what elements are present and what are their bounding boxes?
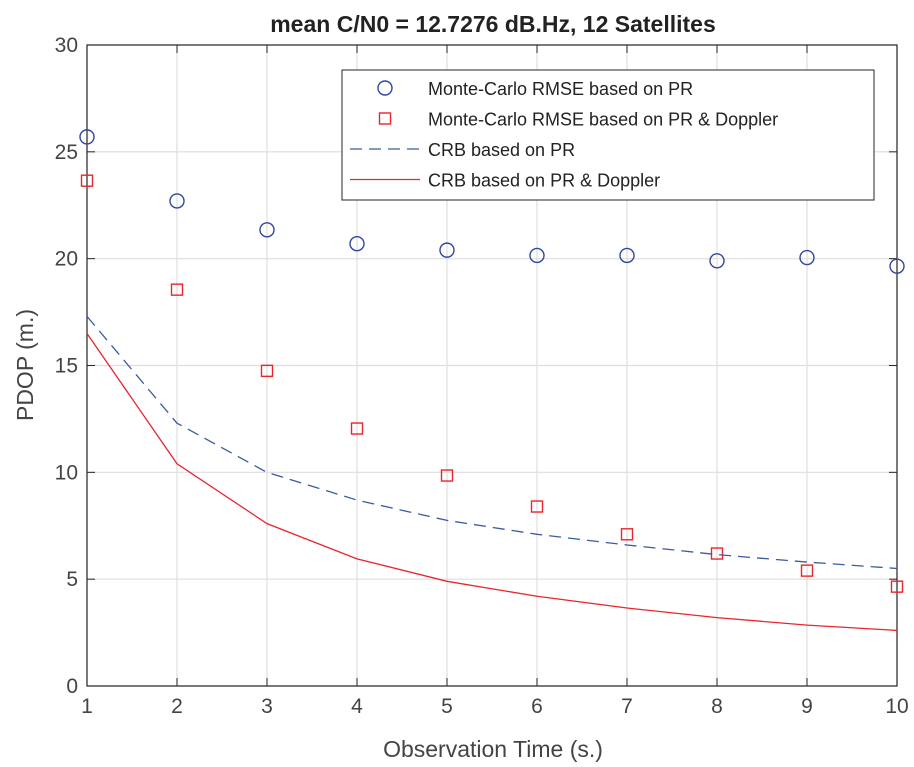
chart-title: mean C/N0 = 12.7276 dB.Hz, 12 Satellites — [270, 11, 716, 37]
legend-circle-icon — [377, 80, 393, 96]
circle-marker — [79, 129, 95, 145]
y-tick-label: 20 — [55, 248, 78, 271]
series-2 — [80, 174, 904, 593]
series-4 — [86, 333, 898, 632]
square-marker — [260, 364, 274, 378]
square-marker — [800, 564, 814, 577]
x-tick-label: 9 — [801, 695, 813, 718]
x-tick-label: 1 — [81, 695, 93, 718]
x-tick-label: 7 — [621, 695, 633, 718]
square-marker — [620, 528, 634, 541]
x-tick-label: 10 — [885, 695, 908, 718]
axes: 1 2 3 4 5 6 7 8 9 10 0 5 10 15 20 25 30 — [55, 34, 909, 718]
square-marker — [170, 283, 184, 296]
circle-marker — [799, 249, 815, 266]
series-3 — [86, 315, 898, 570]
circle-marker — [889, 258, 905, 274]
y-tick-label: 15 — [55, 355, 78, 378]
square-marker — [890, 580, 904, 593]
circle-marker — [439, 242, 455, 258]
x-tick-label: 8 — [711, 695, 723, 718]
legend-label: Monte-Carlo RMSE based on PR & Doppler — [428, 110, 778, 130]
x-tick-label: 2 — [171, 695, 183, 718]
data-series — [79, 129, 905, 632]
legend-label: Monte-Carlo RMSE based on PR — [428, 79, 693, 99]
x-tick-label: 3 — [261, 695, 273, 718]
square-marker — [530, 500, 544, 513]
circle-marker — [169, 193, 185, 209]
circle-marker — [259, 222, 275, 238]
y-tick-label: 25 — [55, 141, 78, 164]
legend-box — [341, 69, 875, 201]
y-axis-label: PDOP (m.) — [12, 309, 38, 421]
x-tick-label: 6 — [531, 695, 543, 718]
square-marker — [350, 422, 364, 435]
series-line — [86, 315, 898, 570]
circle-marker — [529, 247, 545, 264]
circle-marker — [619, 247, 635, 264]
x-axis-label: Observation Time (s.) — [383, 736, 603, 762]
y-tick-label: 30 — [55, 34, 78, 57]
legend: Monte-Carlo RMSE based on PR Monte-Carlo … — [341, 69, 875, 201]
legend-label: CRB based on PR — [428, 140, 575, 160]
circle-marker — [349, 236, 365, 252]
y-tick-label: 0 — [66, 675, 78, 698]
square-marker — [440, 469, 454, 482]
circle-marker — [709, 253, 725, 269]
legend-square-icon — [378, 112, 392, 125]
y-tick-label: 10 — [55, 461, 78, 484]
square-marker — [80, 174, 94, 187]
series-line — [86, 333, 898, 632]
x-tick-label: 5 — [441, 695, 453, 718]
series-1 — [79, 129, 905, 274]
y-tick-label: 5 — [66, 568, 78, 591]
x-tick-label: 4 — [351, 695, 363, 718]
legend-label: CRB based on PR & Doppler — [428, 171, 660, 191]
